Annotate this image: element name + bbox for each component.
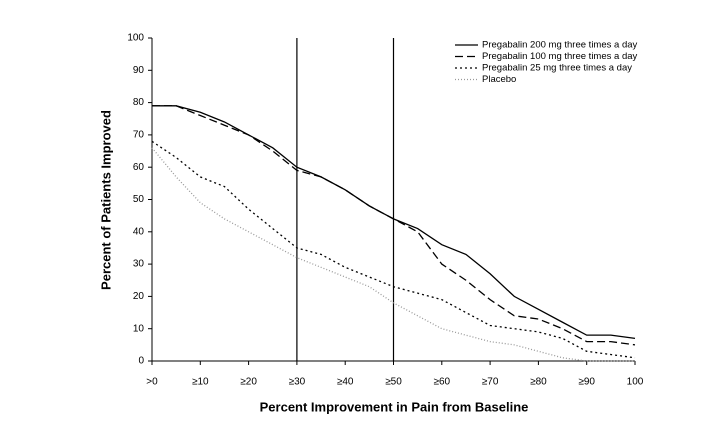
legend-label: Placebo [482,74,516,85]
y-tick-label: 20 [133,291,145,302]
x-axis-label: Percent Improvement in Pain from Baselin… [260,399,529,414]
series-line [151,140,636,359]
x-tick-label: ≥30 [289,377,306,388]
y-tick-label: 0 [138,356,144,367]
y-tick-label: 40 [133,226,145,237]
legend-label: Pregabalin 200 mg three times a day [482,40,638,51]
x-tick-label: ≥20 [240,377,257,388]
y-tick-label: 50 [133,194,145,205]
series-line [152,105,636,346]
y-tick-label: 80 [133,97,145,108]
y-tick-label: 90 [133,65,145,76]
x-tick-label: >0 [146,377,158,388]
x-tick-label: ≥40 [337,377,354,388]
legend-label: Pregabalin 25 mg three times a day [482,63,632,74]
x-tick-label: ≥70 [482,377,499,388]
x-tick-label: ≥50 [385,377,402,388]
x-tick-label: ≥60 [433,377,450,388]
y-tick-label: 60 [133,162,145,173]
y-tick-label: 70 [133,130,145,141]
y-tick-label: 10 [133,323,145,334]
legend-label: Pregabalin 100 mg three times a day [482,51,638,62]
x-tick-label: ≥90 [578,377,595,388]
x-tick-label: ≥10 [192,377,209,388]
y-tick-label: 30 [133,259,145,270]
x-tick-label: ≥80 [530,377,547,388]
y-tick-label: 100 [127,33,144,44]
x-tick-label: 100 [627,377,644,388]
y-axis-label: Percent of Patients Improved [98,110,113,290]
series-line [151,147,635,362]
